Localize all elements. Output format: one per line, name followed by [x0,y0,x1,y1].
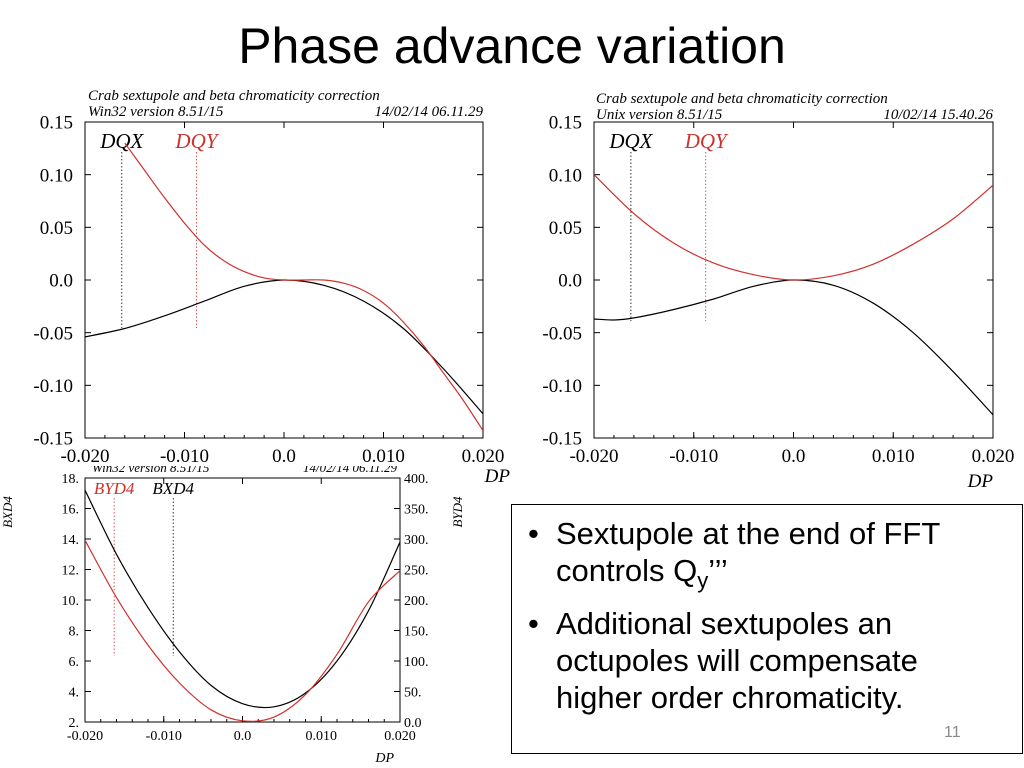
bullet-suffix: ’’’ [708,553,728,588]
y-tick-label: 0.15 [40,113,73,134]
bullet-dot-icon: • [528,516,539,551]
chart-header-line2-left: Win32 version 8.51/15 [88,104,224,120]
y-tick-label: 0.05 [549,218,582,239]
chart-header-line2-right: 14/02/14 06.11.29 [375,104,484,120]
x-tick-label: 0.020 [462,446,505,467]
y-right-axis-label: BYD4 [450,496,465,528]
marker-label-dqx: DQX [608,129,653,153]
x-tick-label: 0.010 [306,729,338,744]
y-right-tick-label: 400. [404,472,429,487]
y-tick-label: 14. [62,533,80,548]
series-line-bxd4 [85,489,400,709]
y-right-tick-label: 0.0 [404,716,422,731]
y-tick-label: 2. [69,716,80,731]
chart-dq-win32-svg: Crab sextupole and beta chromaticity cor… [33,88,511,484]
y-tick-label: 0.10 [549,165,582,186]
marker-label-dqx: DQX [99,129,144,153]
y-tick-label: -0.10 [33,376,73,397]
chart-header-line2-left: Unix version 8.51/15 [596,107,723,123]
slide-title: Phase advance variation [238,18,786,74]
chart-header-line2-right: 14/02/14 06.11.29 [303,466,398,475]
chart-header-line1: Crab sextupole and beta chromaticity cor… [88,88,380,104]
y-tick-label: 12. [62,563,80,578]
bullet-dot-icon: • [528,606,539,642]
y-tick-label: -0.15 [542,429,582,450]
series-line-byd4 [85,539,400,722]
y-right-tick-label: 200. [404,594,429,609]
chart-header-line2-right: 10/02/14 15.40.26 [883,107,993,123]
y-tick-label: 0.15 [549,113,582,134]
page-number: 11 [944,724,961,741]
y-tick-label: 16. [62,502,80,517]
marker-label-bxd4: BXD4 [152,479,194,498]
series-line-dqy [594,174,993,281]
x-tick-label: 0.020 [972,446,1015,467]
x-axis-label: DP [967,471,994,492]
x-tick-label: 0.010 [872,446,915,467]
bullet-subscript: y [697,568,709,594]
x-tick-label: -0.010 [669,446,718,467]
chart-dq-unix-svg: Crab sextupole and beta chromaticity cor… [542,91,1015,492]
series-line-dqx [594,279,993,416]
bullet-item: • Additional sextupoles an octupoles wil… [524,605,1008,716]
chart-header-line2-left: Win32 version 8.51/15 [92,466,210,475]
y-tick-label: 4. [69,685,80,700]
x-tick-label: 0.0 [234,729,252,744]
y-tick-label: -0.05 [542,323,582,344]
bullet-text: Sextupole at the end of FFT controls Q [556,516,940,588]
y-tick-label: -0.10 [542,376,582,397]
bullet-text: Additional sextupoles an octupoles will … [556,606,918,716]
marker-label-byd4: BYD4 [94,479,135,498]
y-tick-label: 0.10 [40,165,73,186]
y-right-tick-label: 300. [404,533,429,548]
y-tick-label: -0.15 [33,429,73,450]
x-tick-label: -0.010 [146,729,182,744]
x-axis-label: DP [484,466,511,484]
bullet-box: • Sextupole at the end of FFT controls Q… [511,504,1023,754]
x-tick-label: 0.0 [782,446,806,467]
plot-frame [84,477,401,723]
x-tick-label: -0.010 [160,446,209,467]
y-tick-label: 10. [62,594,80,609]
x-tick-label: 0.020 [384,729,416,744]
chart-dq-unix: Crab sextupole and beta chromaticity cor… [512,84,1024,494]
series-line-dqy [124,142,483,431]
x-tick-label: -0.020 [60,446,109,467]
marker-label-dqy: DQY [684,129,729,153]
chart-header-line1: Crab sextupole and beta chromaticity cor… [596,91,888,107]
x-tick-label: 0.010 [362,446,405,467]
y-tick-label: 18. [62,472,80,487]
series-line-dqx [85,279,483,415]
y-right-tick-label: 350. [404,502,429,517]
y-right-tick-label: 50. [404,685,422,700]
x-tick-label: 0.0 [272,446,296,467]
y-tick-label: 8. [69,624,80,639]
chart-beta-chrom-svg: Win32 version 8.51/15 14/02/14 06.11.29 -0… [0,466,465,766]
x-axis-label: DP [374,751,394,766]
y-tick-label: 0.05 [40,218,73,239]
y-right-tick-label: 100. [404,655,429,670]
bullet-item: • Sextupole at the end of FFT controls Q… [524,515,1008,599]
y-right-tick-label: 250. [404,563,429,578]
x-tick-label: -0.020 [569,446,618,467]
y-left-axis-label: BXD4 [0,496,15,528]
y-tick-label: 0.0 [49,271,73,292]
y-right-tick-label: 150. [404,624,429,639]
y-tick-label: 0.0 [558,271,582,292]
chart-dq-win32: Crab sextupole and beta chromaticity cor… [0,84,512,484]
x-tick-label: -0.020 [67,729,103,744]
chart-beta-chrom: Win32 version 8.51/15 14/02/14 06.11.29 -0… [0,466,478,768]
marker-label-dqy: DQY [174,129,219,153]
y-tick-label: 6. [69,655,80,670]
y-tick-label: -0.05 [33,323,73,344]
